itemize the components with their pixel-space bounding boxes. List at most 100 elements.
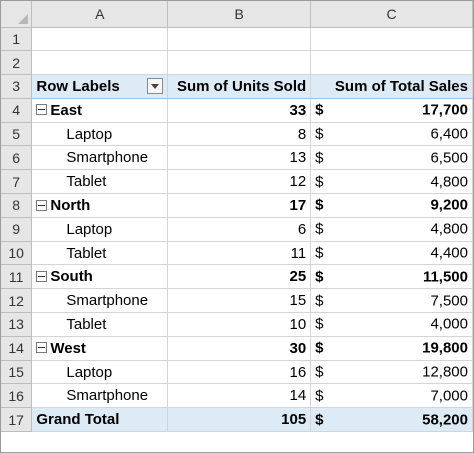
units-cell[interactable]: 17 <box>167 193 312 218</box>
row-header[interactable]: 16 <box>1 383 33 409</box>
row-header[interactable]: 6 <box>1 145 33 171</box>
units-cell[interactable]: 15 <box>167 288 312 314</box>
row-header[interactable]: 2 <box>1 50 33 76</box>
currency-symbol: $ <box>315 220 324 238</box>
row-labels-text: Row Labels <box>36 77 120 95</box>
cell-b1[interactable] <box>167 27 312 52</box>
currency-symbol: $ <box>315 292 324 310</box>
row-header[interactable]: 7 <box>1 169 33 195</box>
sales-cell[interactable]: $4,000 <box>310 312 473 337</box>
currency-symbol: $ <box>315 173 324 191</box>
item-label[interactable]: Smartphone <box>31 145 169 171</box>
units-cell[interactable]: 13 <box>167 145 312 171</box>
row-header[interactable]: 9 <box>1 217 33 242</box>
sales-cell[interactable]: $4,800 <box>310 217 473 242</box>
units-cell[interactable]: 16 <box>167 360 312 385</box>
row-header[interactable]: 8 <box>1 193 33 218</box>
units-sold-header[interactable]: Sum of Units Sold <box>167 74 312 99</box>
units-cell[interactable]: 14 <box>167 383 312 409</box>
sales-value: 9,200 <box>430 196 468 214</box>
cell-b2[interactable] <box>167 50 312 76</box>
column-header-b[interactable]: B <box>167 1 312 28</box>
row-header[interactable]: 14 <box>1 336 33 361</box>
currency-symbol: $ <box>315 149 324 167</box>
currency-symbol: $ <box>315 411 324 429</box>
sales-cell[interactable]: $17,700 <box>310 97 473 123</box>
sales-cell[interactable]: $11,500 <box>310 264 473 290</box>
sales-cell[interactable]: $7,000 <box>310 383 473 409</box>
sales-cell[interactable]: $4,400 <box>310 241 473 266</box>
cell-a2[interactable] <box>31 50 169 76</box>
group-label-north[interactable]: North <box>31 193 169 218</box>
sales-cell[interactable]: $6,400 <box>310 122 473 147</box>
group-label-text: West <box>50 339 86 357</box>
grand-total-units[interactable]: 105 <box>167 407 312 433</box>
row-header[interactable]: 5 <box>1 122 33 147</box>
units-cell[interactable]: 12 <box>167 169 312 195</box>
sales-cell[interactable]: $6,500 <box>310 145 473 171</box>
item-label[interactable]: Tablet <box>31 169 169 195</box>
sales-cell[interactable]: $9,200 <box>310 193 473 218</box>
select-all-corner[interactable] <box>1 1 33 28</box>
row-header[interactable]: 3 <box>1 74 33 99</box>
item-label[interactable]: Smartphone <box>31 288 169 314</box>
item-label[interactable]: Tablet <box>31 241 169 266</box>
row-labels-header[interactable]: Row Labels <box>31 74 169 99</box>
row-header[interactable]: 13 <box>1 312 33 337</box>
row-header[interactable]: 10 <box>1 241 33 266</box>
sales-cell[interactable]: $7,500 <box>310 288 473 314</box>
item-label[interactable]: Laptop <box>31 217 169 242</box>
currency-symbol: $ <box>315 387 324 405</box>
cell-c2[interactable] <box>310 50 473 76</box>
grand-total-sales[interactable]: $58,200 <box>310 407 473 433</box>
sales-value: 58,200 <box>422 411 468 429</box>
units-cell[interactable]: 6 <box>167 217 312 242</box>
row-header[interactable]: 1 <box>1 27 33 52</box>
collapse-icon[interactable] <box>36 342 48 354</box>
column-header-a[interactable]: A <box>31 1 169 28</box>
collapse-icon[interactable] <box>36 199 48 211</box>
group-label-text: East <box>50 101 83 119</box>
column-header-c[interactable]: C <box>310 1 473 28</box>
sales-value: 7,500 <box>430 292 468 310</box>
item-label[interactable]: Laptop <box>31 122 169 147</box>
sales-value: 6,400 <box>430 125 468 143</box>
row-header[interactable]: 15 <box>1 360 33 385</box>
cell-a1[interactable] <box>31 27 169 52</box>
sales-cell[interactable]: $12,800 <box>310 360 473 385</box>
units-cell[interactable]: 8 <box>167 122 312 147</box>
item-label[interactable]: Smartphone <box>31 383 169 409</box>
collapse-icon[interactable] <box>36 104 48 116</box>
item-label[interactable]: Laptop <box>31 360 169 385</box>
currency-symbol: $ <box>315 363 324 381</box>
currency-symbol: $ <box>315 101 324 119</box>
row-header[interactable]: 12 <box>1 288 33 314</box>
group-label-south[interactable]: South <box>31 264 169 290</box>
sales-value: 11,500 <box>422 268 468 286</box>
row-header[interactable]: 11 <box>1 264 33 290</box>
row-header[interactable]: 17 <box>1 407 33 433</box>
select-all-icon <box>18 13 29 24</box>
units-cell[interactable]: 33 <box>167 97 312 123</box>
total-sales-header[interactable]: Sum of Total Sales <box>310 74 473 99</box>
currency-symbol: $ <box>315 125 324 143</box>
sales-value: 17,700 <box>422 101 468 119</box>
sales-cell[interactable]: $19,800 <box>310 335 473 361</box>
units-cell[interactable]: 10 <box>167 312 312 337</box>
pivot-grid: A B C 1 2 3 Row Labels <box>1 1 473 433</box>
cell-c1[interactable] <box>310 27 473 52</box>
filter-dropdown-icon[interactable] <box>147 78 164 95</box>
item-label[interactable]: Tablet <box>31 312 169 337</box>
group-label-text: South <box>50 268 93 286</box>
group-label-east[interactable]: East <box>31 97 169 123</box>
collapse-icon[interactable] <box>36 270 48 282</box>
sales-value: 4,800 <box>430 173 468 191</box>
units-cell[interactable]: 11 <box>167 241 312 266</box>
group-label-west[interactable]: West <box>31 335 169 361</box>
sales-cell[interactable]: $4,800 <box>310 169 473 195</box>
units-cell[interactable]: 25 <box>167 264 312 290</box>
units-cell[interactable]: 30 <box>167 335 312 361</box>
row-header[interactable]: 4 <box>1 98 33 123</box>
grand-total-label[interactable]: Grand Total <box>31 407 169 433</box>
